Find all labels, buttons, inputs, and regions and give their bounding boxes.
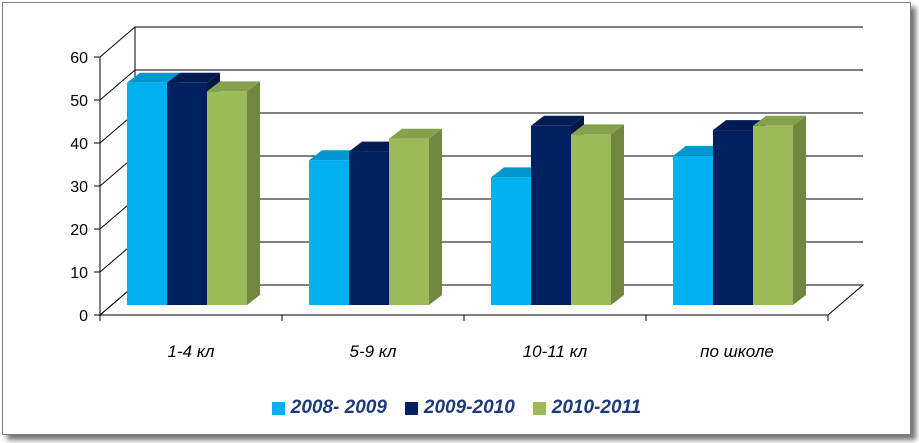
legend-swatch [271, 401, 285, 415]
y-tick-label: 40 [70, 136, 88, 153]
bar-front [753, 125, 793, 305]
category-label: 10-11 кл [523, 342, 588, 361]
bar-top [309, 150, 362, 161]
bar-front [309, 160, 349, 305]
bar-series [127, 72, 806, 306]
bar-front [491, 177, 531, 305]
bar-front [127, 82, 167, 305]
bar-front [673, 155, 713, 305]
bar-side [429, 128, 442, 305]
bar-side [611, 124, 624, 306]
bar [389, 128, 442, 305]
value-axis: 0 10 20 30 40 50 60 [70, 27, 136, 325]
y-tick-label: 50 [70, 93, 88, 110]
bar-front [531, 125, 571, 305]
bar-top [127, 72, 180, 83]
bar-top [167, 72, 220, 83]
chart-frame: 0 10 20 30 40 50 60 1-4 кл 5-9 кл 10-11 кл по шко… [2, 2, 911, 435]
category-axis: 1-4 кл 5-9 кл 10-11 кл по школе [99, 315, 829, 361]
bar-side [247, 81, 260, 306]
bar-top [491, 167, 544, 178]
category-label: 5-9 кл [350, 342, 397, 361]
legend-item: 2008- 2009 [271, 397, 387, 419]
category-label: по школе [700, 342, 774, 361]
y-tick-label: 20 [70, 222, 88, 239]
bar-front [713, 130, 753, 305]
bar-side [793, 115, 806, 305]
legend: 2008- 2009 2009-2010 2010-2011 [3, 397, 910, 419]
legend-label: 2008- 2009 [290, 397, 387, 418]
y-tick-label: 60 [70, 50, 88, 67]
bar-front [167, 82, 207, 305]
bar-top [207, 81, 260, 92]
bar-front [207, 91, 247, 306]
bar-top [531, 115, 584, 126]
bar-top [571, 124, 624, 135]
legend-item: 2009-2010 [404, 397, 515, 419]
legend-item: 2010-2011 [532, 397, 642, 419]
category-label: 1-4 кл [168, 342, 215, 361]
bar [207, 81, 260, 306]
bar-top [753, 115, 806, 126]
y-tick-label: 10 [70, 265, 88, 282]
bar-chart: 0 10 20 30 40 50 60 1-4 кл 5-9 кл 10-11 кл по шко… [70, 26, 865, 361]
bar-front [389, 138, 429, 305]
y-tick-label: 0 [79, 308, 88, 325]
bar-top [389, 128, 442, 139]
bar [571, 124, 624, 306]
bar-front [571, 134, 611, 305]
legend-swatch [532, 401, 546, 415]
legend-swatch [404, 401, 418, 415]
legend-label: 2009-2010 [423, 397, 515, 418]
bar [753, 115, 806, 305]
y-tick-label: 30 [70, 179, 88, 196]
bar-top [673, 145, 726, 156]
legend-label: 2010-2011 [551, 397, 642, 418]
bar-front [349, 151, 389, 305]
bar-top [349, 141, 402, 152]
bar-top [713, 120, 766, 131]
